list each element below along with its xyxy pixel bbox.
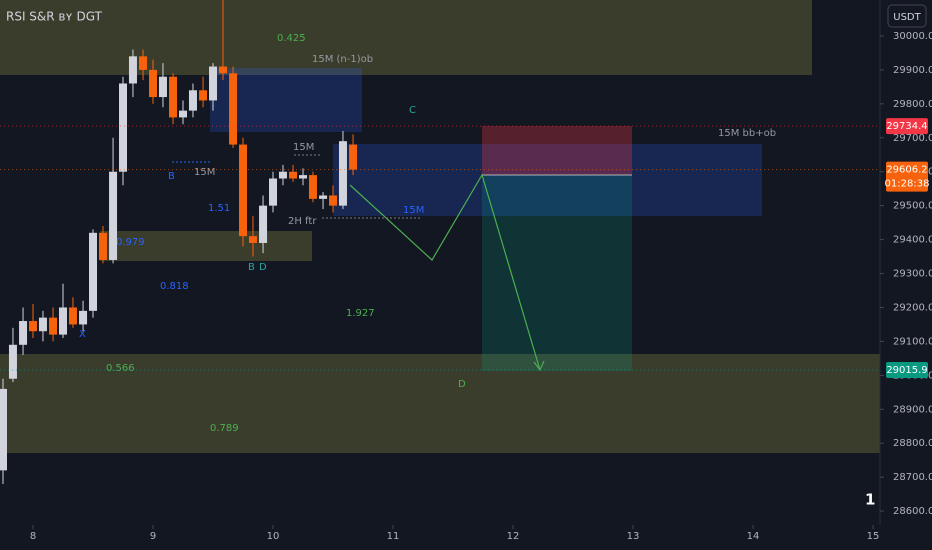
zone — [0, 354, 880, 453]
annotation: 0.566 — [106, 363, 135, 374]
candle-body — [308, 175, 317, 199]
candle-body — [79, 310, 88, 325]
indicator-title: RSI S&R ʙʏ DGT — [6, 10, 103, 24]
candle-body — [248, 236, 257, 243]
candle-body — [158, 76, 167, 98]
price-marker-label: 29734.4 — [886, 121, 927, 132]
stop-zone — [482, 126, 632, 175]
candle-body — [8, 344, 17, 379]
candle-body — [218, 66, 227, 74]
y-tick-label: 28600.0 — [893, 506, 932, 517]
countdown: 01:28:38 — [885, 179, 930, 190]
candle-body — [38, 317, 47, 332]
y-tick-label: 28700.0 — [893, 472, 932, 483]
zone — [0, 0, 812, 75]
annotation: X — [79, 329, 86, 340]
y-tick-label: 29400.0 — [893, 235, 932, 246]
zone — [100, 231, 312, 261]
x-tick-label: 11 — [387, 531, 400, 542]
target-zone — [482, 175, 632, 371]
candle-body — [209, 66, 218, 101]
price-marker-label: 29606.2 — [886, 165, 927, 176]
candle-body — [319, 195, 328, 199]
candle-body — [299, 175, 308, 179]
y-tick-label: 29500.0 — [893, 201, 932, 212]
x-tick-label: 9 — [150, 531, 156, 542]
annotation: 15M bb+ob — [718, 128, 776, 139]
x-tick-label: 8 — [30, 531, 36, 542]
y-tick-label: 29100.0 — [893, 336, 932, 347]
annotation: C — [409, 105, 416, 116]
currency[interactable]: USDT — [893, 12, 921, 23]
candle-body — [19, 321, 28, 345]
candle-body — [89, 232, 98, 311]
candle-body — [149, 69, 158, 98]
x-tick-label: 15 — [867, 531, 880, 542]
projection-path — [349, 173, 541, 371]
price-marker-label: 29015.9 — [886, 365, 927, 376]
candle-body — [169, 76, 178, 118]
annotation: 0.979 — [116, 237, 145, 248]
candle-body — [278, 171, 287, 179]
annotation: D — [458, 379, 466, 390]
annotation: D — [259, 262, 267, 273]
candle-body — [49, 317, 58, 335]
candle-body — [269, 178, 278, 206]
annotation: 1.51 — [208, 203, 230, 214]
price-marker — [886, 118, 928, 135]
annotation: 0.789 — [210, 423, 239, 434]
price-marker — [886, 161, 928, 192]
x-tick-label: 13 — [627, 531, 640, 542]
currency-button[interactable] — [887, 4, 927, 28]
annotation: 15M (n-1)ob — [312, 54, 373, 65]
candle-body — [259, 205, 268, 243]
y-tick-label: 29900.0 — [893, 65, 932, 76]
y-tick-label: 29200.0 — [893, 302, 932, 313]
annotation: B — [248, 262, 255, 273]
candle-body — [188, 90, 197, 111]
candle-body — [349, 144, 358, 170]
x-tick-label: 14 — [747, 531, 760, 542]
candle-body — [68, 307, 77, 325]
y-tick-label: 29700.0 — [893, 133, 932, 144]
x-tick-label: 10 — [267, 531, 280, 542]
y-tick-label: 28900.0 — [893, 404, 932, 415]
annotation: 0.425 — [277, 33, 306, 44]
annotation: 15M — [194, 167, 215, 178]
annotation: 15M — [403, 205, 424, 216]
candle-body — [139, 56, 148, 70]
candle-body — [109, 171, 118, 260]
candle-body — [239, 144, 248, 237]
annotation: 0.818 — [160, 281, 189, 292]
annotation: 2H ftr — [288, 216, 317, 227]
candle-body — [199, 90, 208, 101]
candle-body — [229, 73, 238, 145]
candle-body — [98, 232, 107, 260]
candle-body — [338, 141, 347, 206]
x-tick-label: 12 — [507, 531, 520, 542]
candle-body — [119, 83, 128, 172]
candle-body — [289, 171, 298, 179]
price-marker — [886, 361, 928, 378]
y-tick-label: 29300.0 — [893, 269, 932, 280]
annotation: B — [168, 171, 175, 182]
annotation: 15M — [293, 142, 314, 153]
candle-body — [179, 110, 188, 118]
candle-body — [59, 307, 68, 335]
candle-body — [329, 195, 338, 206]
candle-body — [128, 56, 137, 84]
pane-badge: 1 — [865, 491, 875, 509]
order-block — [333, 144, 762, 216]
y-tick-label: 30000.0 — [893, 31, 932, 42]
annotation: 1.927 — [346, 308, 375, 319]
candle-body — [29, 321, 38, 332]
y-tick-label: 28800.0 — [893, 438, 932, 449]
y-tick-label: 29800.0 — [893, 99, 932, 110]
candle-body — [0, 388, 8, 471]
